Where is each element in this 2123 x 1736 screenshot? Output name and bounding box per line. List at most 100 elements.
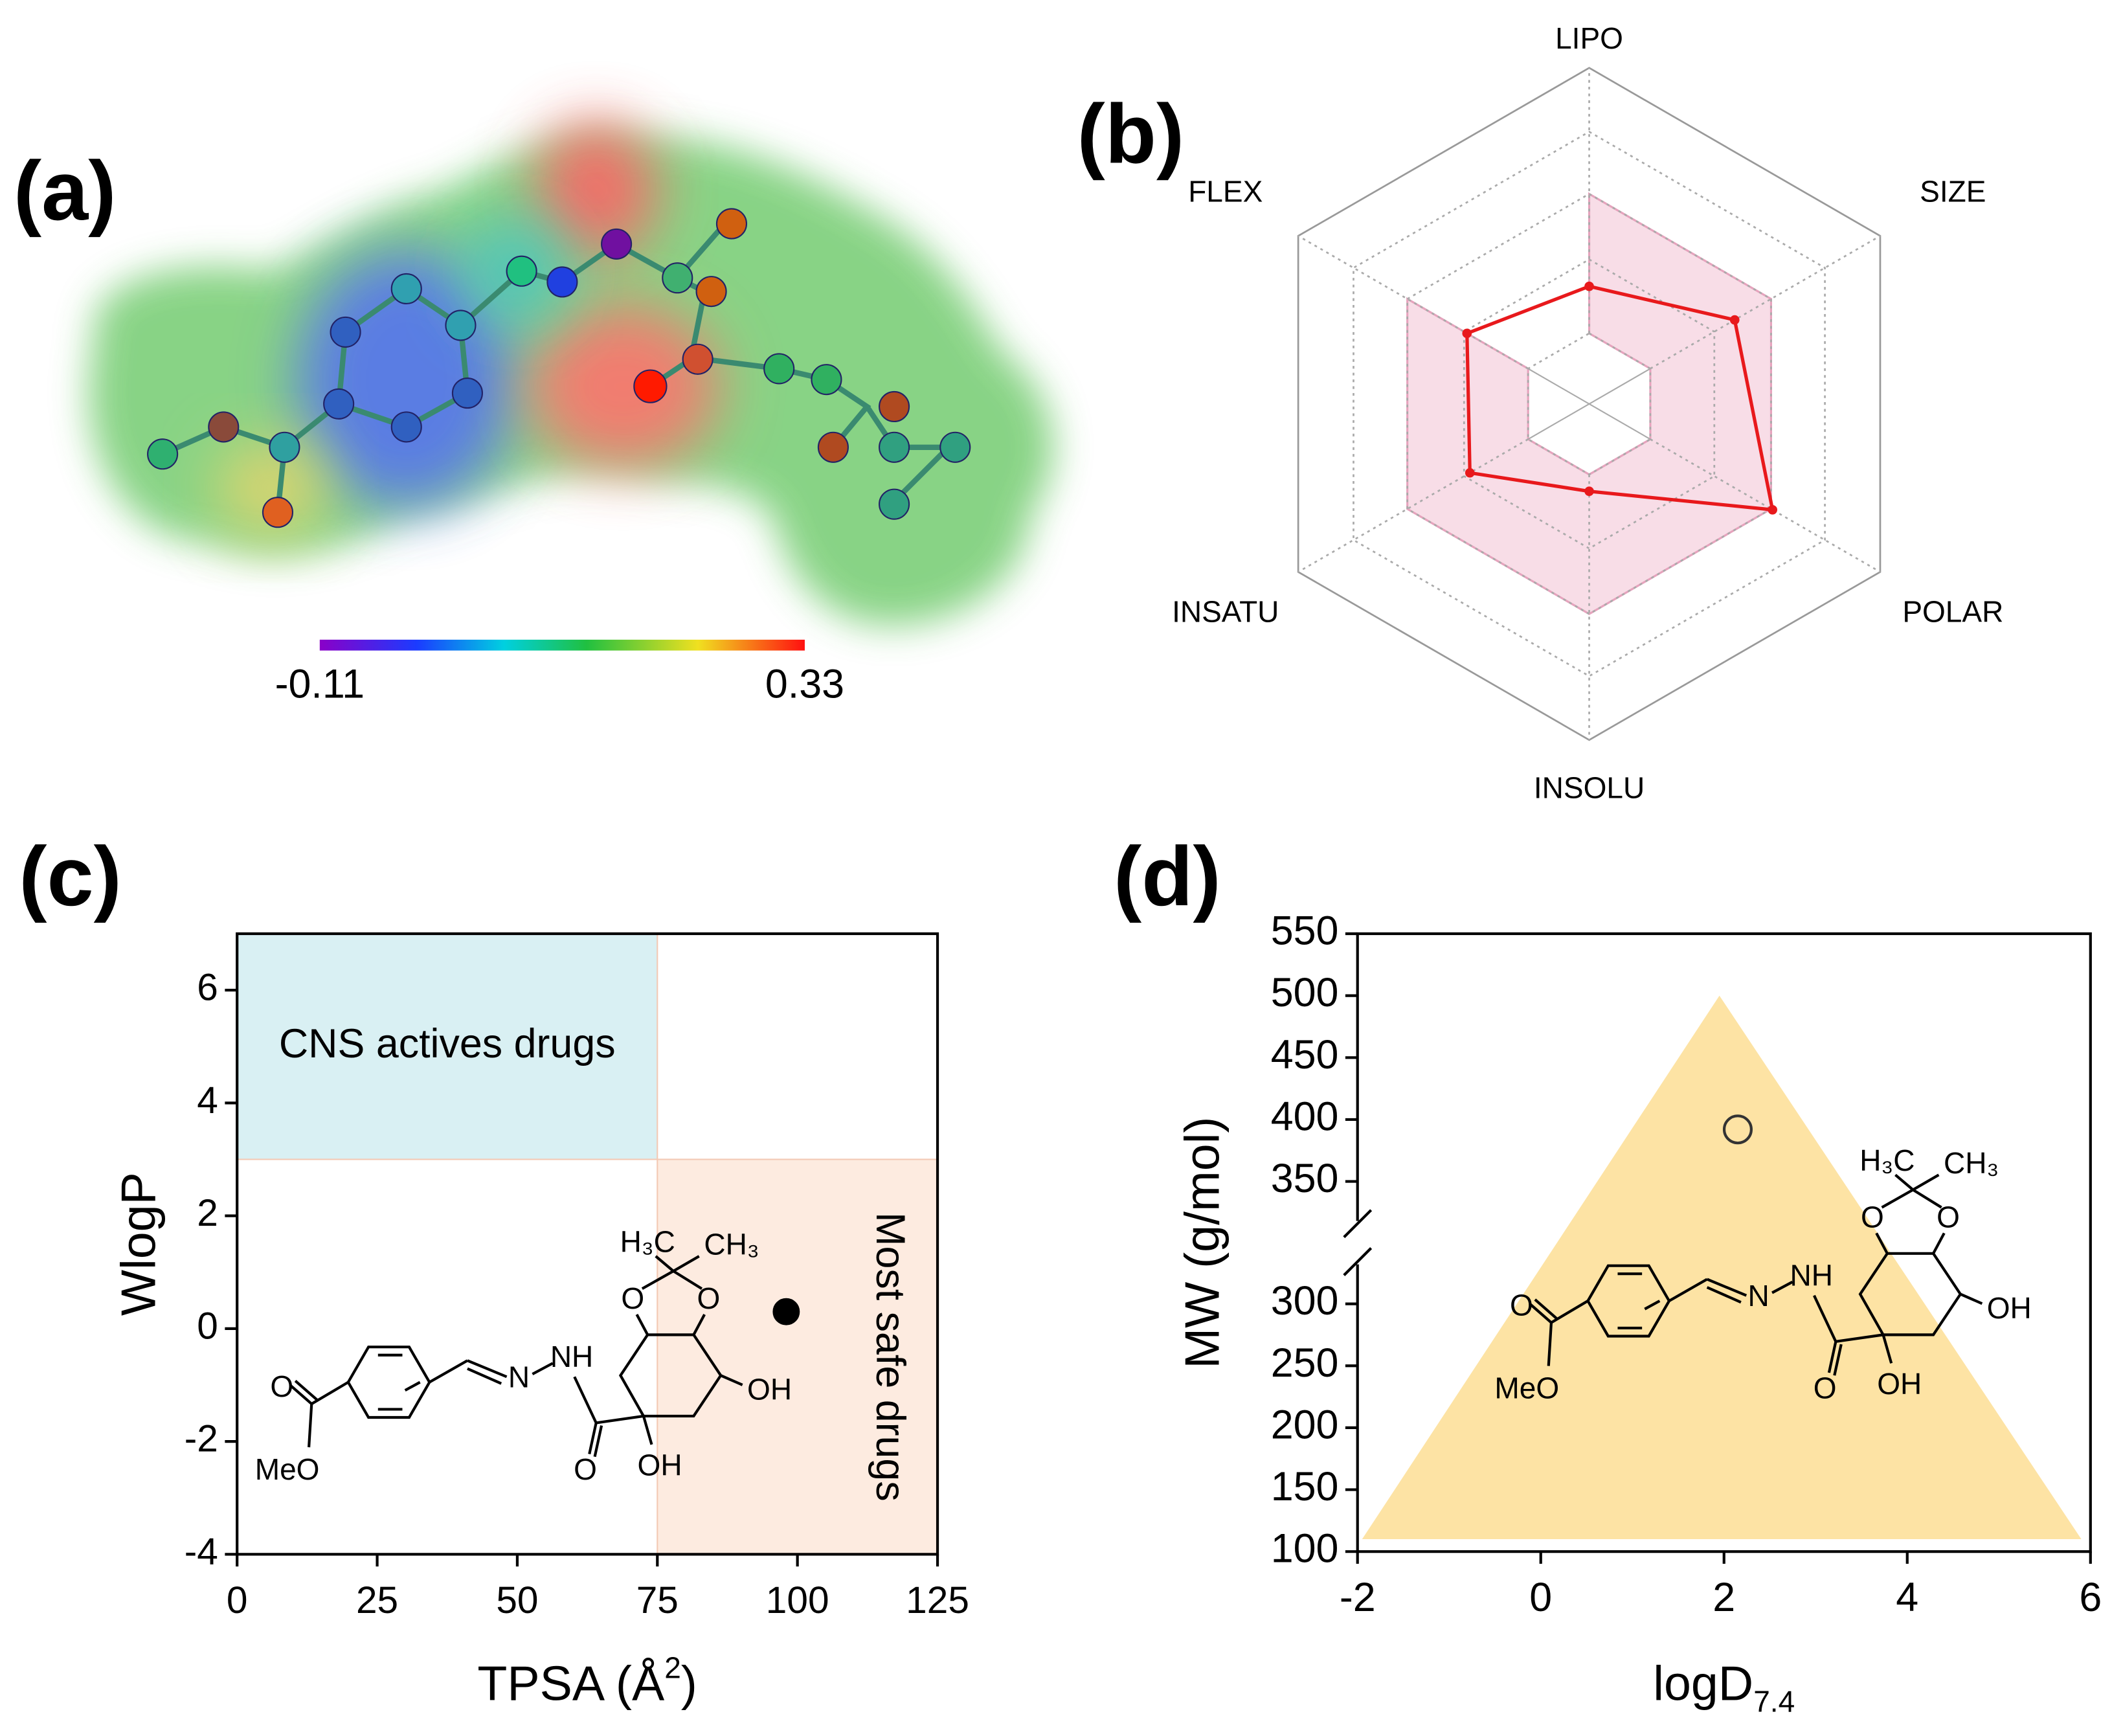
atom-label: H₃C — [1859, 1144, 1915, 1177]
bond — [289, 1384, 313, 1405]
atom-label: OH — [747, 1372, 792, 1406]
y-tick-label: 500 — [1271, 970, 1339, 1015]
colorbar — [319, 639, 805, 651]
point — [772, 1298, 800, 1325]
axis-break-mark — [1343, 1209, 1373, 1239]
bond — [1706, 1286, 1742, 1304]
axis-label: FLEX — [1188, 175, 1263, 209]
x-tick-label: 4 — [1896, 1575, 1918, 1620]
radar-point — [1584, 486, 1594, 497]
bond — [1706, 1278, 1747, 1297]
y-tick-label: 250 — [1271, 1340, 1339, 1386]
x-tick-label: 0 — [1529, 1575, 1552, 1620]
x-axis-label-part: 7.4 — [1753, 1685, 1795, 1719]
bond — [692, 1314, 706, 1336]
bond — [1668, 1278, 1708, 1302]
panel-label: (b) — [1077, 87, 1185, 181]
bond — [404, 1381, 421, 1392]
axis-label: SIZE — [1920, 175, 1986, 209]
atoms — [147, 208, 971, 528]
radar-point — [1462, 328, 1472, 339]
bond — [467, 1367, 502, 1385]
panel-label: (c) — [19, 830, 122, 923]
x-tick-label: 125 — [906, 1579, 969, 1621]
y-tick-label: 6 — [197, 967, 218, 1009]
region — [236, 932, 658, 1160]
region-label: Most safe drugs — [868, 1212, 913, 1502]
point — [1722, 1114, 1753, 1145]
x-axis-label: logD7.4 — [1653, 1656, 1795, 1718]
grid-ring — [1463, 258, 1716, 550]
bond — [588, 1422, 598, 1454]
bond — [1875, 1232, 1889, 1254]
radar-point — [1729, 315, 1740, 325]
bond — [1771, 1280, 1793, 1294]
bond — [1836, 1333, 1883, 1343]
axis-break-gap — [1353, 1221, 1362, 1265]
y-axis-label: WlogP — [111, 1172, 166, 1316]
x-tick-label: -2 — [1340, 1575, 1376, 1620]
y-tick-label: 550 — [1271, 908, 1339, 954]
bond — [467, 1359, 508, 1379]
y-tick-label: 350 — [1271, 1156, 1339, 1201]
bond — [429, 1359, 468, 1384]
region — [1362, 995, 2082, 1540]
x-tick-label: 75 — [636, 1579, 679, 1621]
bond — [1894, 1173, 1915, 1191]
grid-ring — [1353, 130, 1826, 677]
atom-label: MeO — [1494, 1371, 1559, 1404]
y-tick-label: -2 — [185, 1418, 218, 1460]
x-axis-label: TPSA (Å2) — [477, 1651, 697, 1711]
panel-label: (d) — [1114, 830, 1221, 923]
x-tick-label: 50 — [496, 1579, 538, 1621]
bond — [1529, 1302, 1553, 1324]
y-tick-label: 150 — [1271, 1464, 1339, 1509]
x-tick-label: 0 — [227, 1579, 248, 1621]
bond — [1912, 1188, 1942, 1209]
atom-label: O — [621, 1281, 644, 1315]
bond — [1547, 1322, 1553, 1366]
atom-label: N — [1747, 1279, 1769, 1313]
bond — [532, 1362, 554, 1375]
atom-label: O — [1861, 1201, 1884, 1234]
y-tick-label: 450 — [1271, 1032, 1339, 1077]
atom-label: CH₃ — [1944, 1146, 1999, 1180]
plot-frame — [236, 932, 939, 1556]
chemical-structure: H₃C CH₃ O O NH N OH O OH O MeO — [255, 1224, 792, 1486]
region-label: CNS actives drugs — [279, 1021, 616, 1066]
bond — [635, 1314, 649, 1336]
atom-label: O — [1510, 1289, 1533, 1322]
molecule-surface — [89, 122, 1053, 626]
atom-label: NH — [1790, 1259, 1832, 1292]
atom-label: OH — [638, 1449, 682, 1482]
atom-label: O — [574, 1452, 597, 1486]
radar-point — [1584, 281, 1594, 291]
bond — [642, 1415, 653, 1445]
axis-label: INSOLU — [1534, 771, 1645, 804]
atom-label: O — [1937, 1201, 1960, 1234]
y-tick-label: 2 — [197, 1192, 218, 1234]
bond — [573, 1376, 598, 1424]
axis-label: LIPO — [1555, 21, 1623, 55]
bond — [311, 1381, 349, 1405]
center-spoke — [1527, 368, 1651, 440]
atom-label: CH₃ — [704, 1228, 759, 1261]
axis-label: POLAR — [1902, 594, 2003, 628]
bond — [1827, 1341, 1837, 1373]
bond — [655, 1255, 675, 1272]
y-tick-label: 0 — [197, 1305, 218, 1347]
bond — [672, 1255, 700, 1272]
axis-label: INSATU — [1172, 594, 1279, 628]
y-tick-label: 200 — [1271, 1402, 1339, 1447]
bond — [1534, 1298, 1558, 1320]
y-tick-label: 300 — [1271, 1278, 1339, 1324]
bond — [593, 1425, 603, 1458]
atom-label: N — [508, 1360, 530, 1394]
bond — [641, 1270, 675, 1291]
bond — [1932, 1232, 1946, 1254]
bond — [1644, 1300, 1661, 1311]
bond — [294, 1379, 319, 1401]
y-tick-label: 400 — [1271, 1094, 1339, 1140]
